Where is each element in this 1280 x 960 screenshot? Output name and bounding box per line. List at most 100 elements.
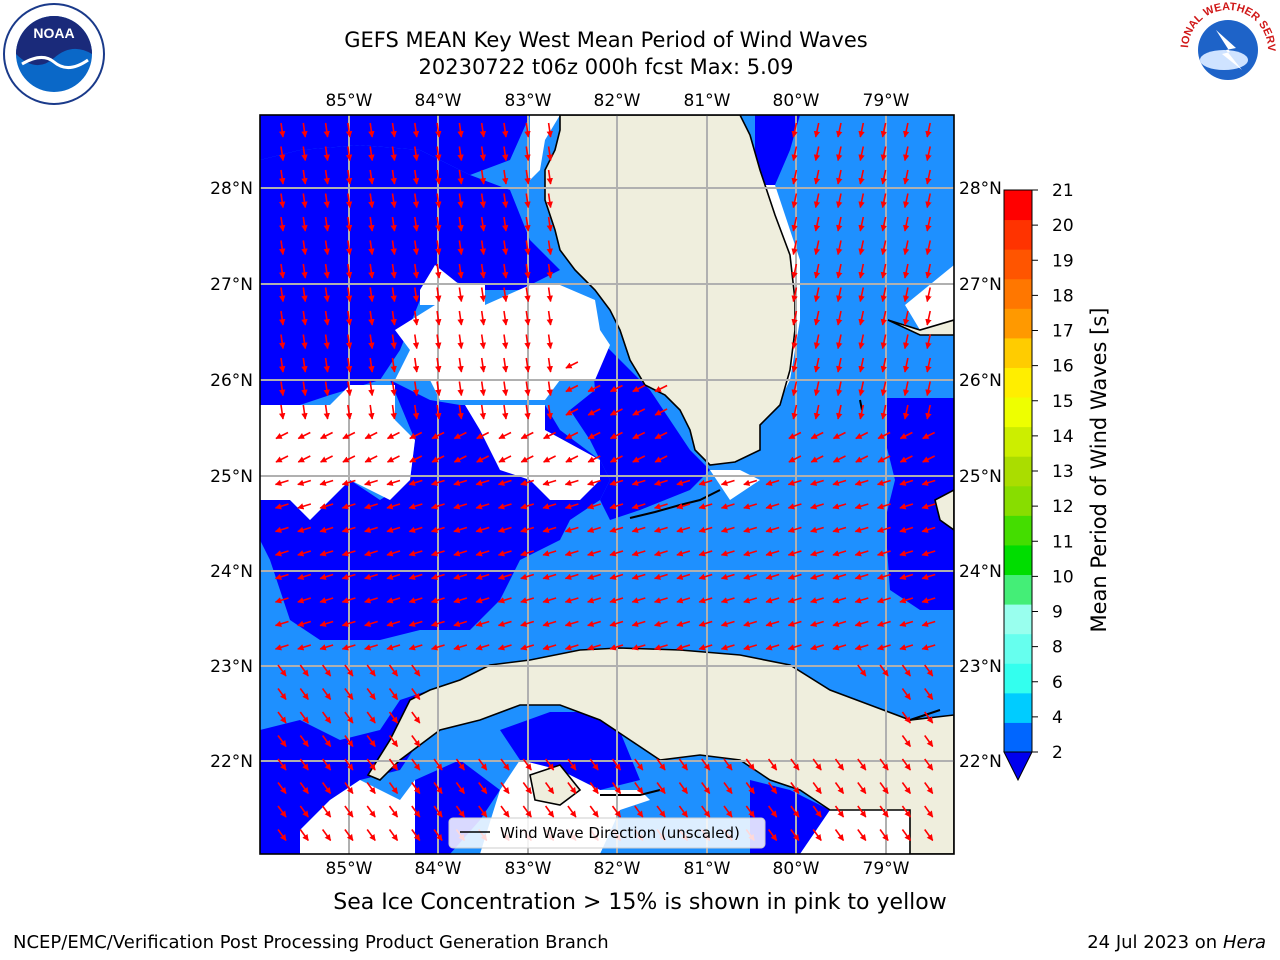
wind-arrow bbox=[880, 263, 887, 279]
wind-arrow bbox=[879, 829, 889, 842]
wind-arrow bbox=[877, 431, 891, 440]
wind-arrow bbox=[564, 503, 579, 510]
wind-arrow bbox=[924, 805, 934, 818]
wind-arrow bbox=[430, 526, 445, 533]
wind-arrow bbox=[876, 526, 891, 533]
wind-arrow bbox=[902, 216, 910, 232]
wind-arrow bbox=[653, 503, 668, 510]
wind-arrow bbox=[654, 431, 668, 440]
wind-arrow bbox=[299, 664, 309, 677]
wind-arrow bbox=[520, 479, 535, 486]
wind-arrow bbox=[810, 573, 824, 580]
wind-arrow bbox=[654, 384, 668, 393]
wind-arrow bbox=[564, 550, 579, 557]
wind-arrow bbox=[542, 597, 557, 604]
wind-arrow bbox=[791, 240, 798, 256]
wind-arrow bbox=[279, 216, 286, 232]
wind-arrow bbox=[345, 357, 353, 373]
wind-arrow bbox=[430, 644, 445, 651]
wind-arrow bbox=[366, 688, 376, 701]
wind-arrow bbox=[542, 479, 557, 486]
wind-arrow bbox=[390, 122, 397, 138]
wind-arrow bbox=[520, 455, 534, 463]
wind-arrow bbox=[364, 573, 378, 580]
wind-arrow bbox=[497, 479, 512, 486]
wind-arrow bbox=[433, 758, 443, 771]
wind-arrow bbox=[544, 758, 555, 771]
wind-arrow bbox=[435, 169, 442, 185]
wind-arrow bbox=[899, 526, 914, 533]
wind-arrow bbox=[832, 550, 847, 557]
wind-arrow bbox=[435, 216, 442, 232]
wind-arrow bbox=[858, 310, 865, 326]
wind-arrow bbox=[787, 550, 802, 557]
wind-arrow bbox=[854, 597, 869, 604]
wind-arrow bbox=[611, 782, 622, 795]
wind-arrow bbox=[698, 597, 713, 604]
wind-arrow bbox=[855, 455, 869, 463]
wind-arrow bbox=[320, 431, 333, 440]
wind-arrow bbox=[810, 597, 824, 604]
wind-arrow bbox=[880, 146, 887, 162]
wind-arrow bbox=[902, 404, 910, 420]
wind-arrow bbox=[813, 169, 821, 185]
wind-arrow bbox=[453, 620, 468, 627]
colorbar-tick-label: 11 bbox=[1052, 532, 1074, 552]
wind-arrow bbox=[364, 597, 378, 604]
wind-arrow bbox=[500, 805, 510, 818]
y-tick-label: 23°N bbox=[210, 657, 253, 677]
wind-arrow bbox=[297, 455, 311, 463]
wind-arrow bbox=[745, 782, 755, 795]
colorbar-tick-label: 4 bbox=[1052, 708, 1063, 728]
wind-arrow bbox=[902, 287, 910, 303]
wind-arrow bbox=[323, 122, 330, 138]
wind-arrow bbox=[344, 664, 354, 677]
wind-arrow bbox=[810, 644, 824, 651]
x-tick-label: 80°W bbox=[773, 859, 820, 879]
wind-arrow bbox=[435, 263, 442, 279]
wind-arrow bbox=[587, 408, 601, 416]
wind-arrow bbox=[813, 240, 821, 256]
wind-arrow bbox=[587, 479, 601, 486]
wind-arrow bbox=[899, 597, 914, 604]
wind-arrow bbox=[457, 263, 464, 279]
wind-arrow bbox=[925, 357, 932, 373]
wind-arrow bbox=[858, 122, 865, 138]
wind-arrow bbox=[698, 550, 713, 557]
wind-arrow bbox=[412, 146, 420, 162]
wind-arrow bbox=[502, 381, 509, 397]
wind-arrow bbox=[274, 550, 289, 557]
wind-arrow bbox=[274, 644, 289, 651]
wind-arrow bbox=[813, 310, 821, 326]
wind-arrow bbox=[812, 758, 822, 771]
wind-arrow bbox=[345, 334, 353, 350]
colorbar-segment bbox=[1004, 722, 1032, 753]
wind-arrow bbox=[524, 146, 531, 162]
wind-arrow bbox=[277, 664, 287, 677]
wind-arrow bbox=[609, 384, 623, 393]
wind-arrow bbox=[813, 334, 821, 350]
wind-arrow bbox=[631, 620, 646, 627]
wind-arrow bbox=[457, 193, 464, 209]
wind-arrow bbox=[698, 526, 713, 533]
wind-arrow bbox=[453, 503, 468, 510]
wind-arrow bbox=[475, 479, 490, 486]
wind-arrow bbox=[475, 526, 490, 533]
wind-arrow bbox=[364, 431, 378, 440]
wind-arrow bbox=[609, 503, 624, 510]
wind-arrow bbox=[277, 829, 287, 842]
wind-arrow bbox=[345, 146, 353, 162]
colorbar-tick-label: 16 bbox=[1052, 357, 1074, 377]
wind-arrow bbox=[765, 550, 780, 557]
wind-arrow bbox=[813, 287, 821, 303]
wind-arrow bbox=[433, 805, 443, 818]
wind-arrow bbox=[880, 404, 887, 420]
wind-arrow bbox=[502, 357, 509, 373]
wind-arrow bbox=[345, 310, 353, 326]
wind-arrow bbox=[411, 829, 421, 842]
wind-arrow bbox=[653, 479, 668, 486]
wind-arrow bbox=[457, 357, 464, 373]
wind-arrow bbox=[921, 644, 936, 651]
wind-arrow bbox=[299, 782, 309, 795]
wind-arrow bbox=[435, 287, 442, 303]
